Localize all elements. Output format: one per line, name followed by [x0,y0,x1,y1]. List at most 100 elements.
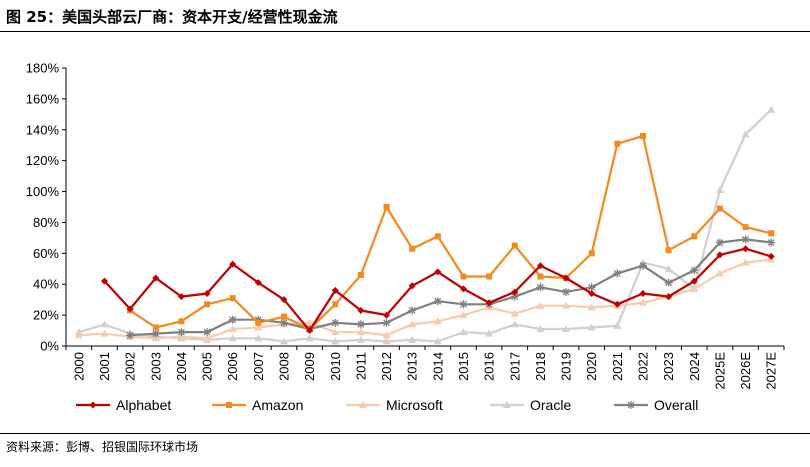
data-point-overall [331,318,340,327]
data-point-microsoft [459,311,468,319]
data-point-overall [151,329,160,338]
x-tick-label: 2000 [71,352,86,381]
y-tick-label: 0% [40,339,59,354]
data-point-alphabet [562,274,570,282]
x-tick-label: 2016 [482,352,497,381]
x-tick-label: 2005 [200,352,215,381]
data-point-amazon [280,313,287,320]
y-tick-label: 140% [26,122,60,137]
x-tick-label: 2004 [174,352,189,381]
data-point-alphabet [100,277,108,285]
legend-item-amazon: Amazon [212,397,303,413]
x-tick-label: 2012 [379,352,394,381]
data-point-microsoft [203,334,212,342]
x-tick-label: 2009 [302,352,317,381]
data-point-overall [356,320,365,329]
x-tick-label: 2024 [687,352,702,381]
data-point-amazon [588,250,595,257]
data-point-overall [433,297,442,306]
data-point-microsoft [74,331,83,339]
source-note: 资料来源：彭博、招银国际环球市场 [6,440,199,454]
x-tick-label: 2022 [635,352,650,381]
series-overall [126,235,776,340]
data-point-amazon [639,132,646,139]
series-line-overall [130,238,772,337]
data-point-overall [126,331,135,340]
data-point-oracle [254,334,263,342]
x-tick-label: 2007 [251,352,266,381]
data-point-oracle [356,335,365,343]
legend-item-microsoft: Microsoft [346,397,443,413]
data-point-alphabet [229,260,237,268]
data-point-amazon [332,301,339,308]
data-point-amazon [665,247,672,254]
data-point-alphabet [613,300,621,308]
legend-label-alphabet: Alphabet [116,397,171,413]
data-point-microsoft [100,329,109,337]
data-point-microsoft [510,309,519,317]
data-point-microsoft [382,331,391,339]
data-point-oracle [715,186,724,194]
data-point-microsoft [536,301,545,309]
x-tick-label: 2002 [123,352,138,381]
series-line-oracle [78,108,772,343]
legend-marker-alphabet [89,401,97,409]
data-point-microsoft [638,298,647,306]
data-point-alphabet [742,245,750,253]
data-point-microsoft [254,323,263,331]
x-tick-label: 2026E [738,352,753,390]
legend-item-overall: Overall [614,397,698,413]
data-point-oracle [767,105,776,113]
data-point-oracle [279,337,288,345]
data-point-alphabet [331,286,339,294]
legend-label-overall: Overall [654,397,698,413]
y-tick-label: 160% [26,91,60,106]
x-tick-label: 2027E [764,352,779,390]
data-point-amazon [691,233,698,240]
x-tick-label: 2001 [97,352,112,381]
x-tick-label: 2015 [456,352,471,381]
data-point-oracle [741,130,750,138]
data-point-oracle [228,334,237,342]
data-point-alphabet [177,293,185,301]
data-point-alphabet [716,251,724,259]
data-point-overall [228,315,237,324]
data-point-overall [459,300,468,309]
series-alphabet [100,245,775,335]
data-point-alphabet [408,282,416,290]
legend-marker-microsoft [359,401,367,408]
legend-marker-overall [627,401,635,409]
x-tick-label: 2008 [276,352,291,381]
y-tick-label: 120% [26,153,60,168]
data-point-microsoft [228,325,237,333]
data-point-overall [562,287,571,296]
data-point-overall [767,238,776,247]
data-point-microsoft [433,317,442,325]
data-point-overall [279,318,288,327]
source-rule [0,433,810,434]
series-line-amazon [129,134,772,331]
data-point-alphabet [126,305,134,313]
data-point-amazon [742,224,749,231]
data-point-microsoft [715,269,724,277]
data-point-amazon [460,273,467,280]
x-tick-label: 2010 [328,352,343,381]
legend-item-oracle: Oracle [490,397,571,413]
y-tick-label: 180% [26,61,60,76]
title-rule [0,31,810,32]
data-point-oracle [408,335,417,343]
legend-label-amazon: Amazon [252,397,303,413]
data-point-oracle [331,337,340,345]
x-tick-label: 2006 [225,352,240,381]
legend-label-oracle: Oracle [530,397,571,413]
y-tick-label: 100% [26,184,60,199]
data-point-alphabet [152,274,160,282]
data-point-oracle [562,325,571,333]
data-point-overall [536,283,545,292]
x-tick-label: 2023 [661,352,676,381]
data-point-alphabet [280,296,288,304]
data-point-microsoft [587,303,596,311]
data-point-amazon [537,273,544,280]
data-point-oracle [433,337,442,345]
figure-title: 图 25：美国头部云厂商：资本开支/经营性现金流 [6,8,338,26]
